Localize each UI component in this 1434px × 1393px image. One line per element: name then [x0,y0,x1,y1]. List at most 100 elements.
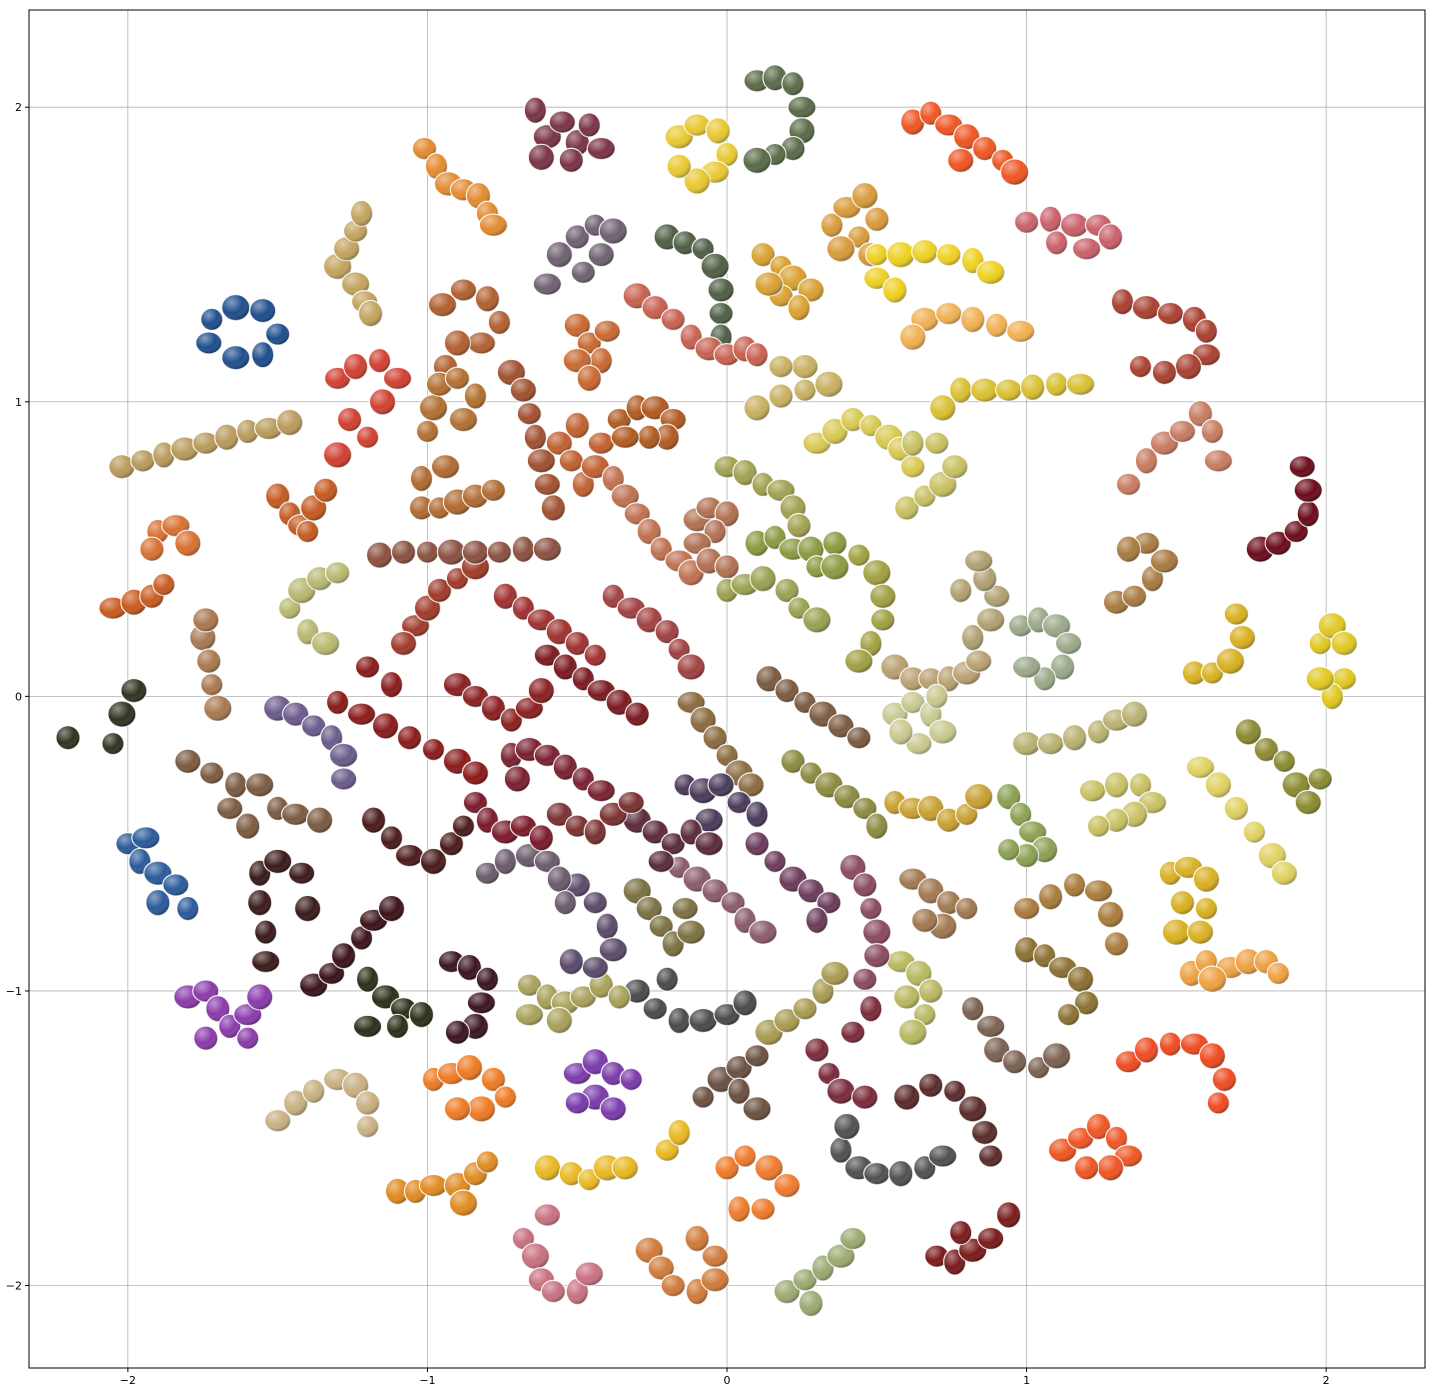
fruit-point-shading [749,565,776,592]
fruit-point-shading [924,432,949,455]
fruit-point-shading [596,913,619,940]
fruit-cluster [880,649,993,693]
fruit-point-shading [793,379,816,402]
fruit-cluster [1178,947,1290,993]
fruit-cluster [949,549,1011,652]
fruit-point-shading [692,1085,715,1108]
fruit-cluster [442,671,555,733]
fruit-point-shading [1045,372,1068,397]
fruit-point-shading [1098,223,1123,250]
fruit-point-shading [928,1144,957,1167]
fruit-point-shading [541,1280,566,1303]
fruit-point-shading [1332,667,1357,690]
fruit-point-shading [353,1015,382,1038]
fruit-point-shading [976,607,1005,632]
fruit-point-shading [409,1001,434,1028]
fruit-point-shading [361,807,386,834]
fruit-point-shading [1132,295,1161,320]
fruit-point-shading [120,678,147,703]
fruit-point-shading [720,891,745,914]
fruit-point-shading [798,1290,823,1317]
fruit-point-shading [366,541,393,568]
fruit-cluster [265,477,339,544]
fruit-point-shading [840,407,865,432]
fruit-cluster [743,353,844,422]
fruit-cluster [514,971,631,1034]
fruit-point-shading [313,478,338,503]
fruit-point-shading [481,1067,506,1092]
fruit-point-shading [515,1003,544,1026]
fruit-point-shading [533,537,562,562]
fruit-point-shading [983,1036,1010,1063]
fruit-point-shading [1115,1050,1142,1073]
x-tick-label: 0 [724,1374,731,1387]
fruit-point-shading [742,1096,771,1121]
fruit-cluster [545,790,645,846]
fruit-point-shading [898,1019,927,1046]
fruit-cluster [804,995,883,1110]
fruit-point-shading [961,996,984,1021]
fruit-point-shading [1084,879,1113,902]
fruit-cluster [437,949,499,1045]
fruit-point-shading [820,961,849,986]
fruit-point-shading [643,997,668,1020]
fruit-point-shading [546,431,573,456]
fruit-point-shading [781,71,804,96]
fruit-point-shading [863,943,890,968]
fruit-point-shading [925,684,948,709]
fruit-point-shading [608,984,631,1009]
fruit-point-shading [1009,802,1032,827]
fruit-point-shading [695,831,724,856]
fruit-point-shading [534,644,561,667]
fruit-point-shading [594,320,621,343]
fruit-point-shading [1243,820,1266,843]
fruit-point-shading [685,1225,710,1252]
fruit-point-shading [1306,666,1335,691]
fruit-point-shading [715,554,739,579]
x-tick-label: 1 [1023,1374,1030,1387]
fruit-point-shading [792,1268,817,1291]
fruit-point-shading [533,272,562,295]
fruit-point-shading [612,1155,639,1180]
fruit-point-shading [420,848,447,875]
fruit-point-shading [584,818,607,845]
fruit-point-shading [1135,447,1158,474]
fruit-point-shading [1195,897,1218,920]
fruit-point-shading [445,1020,470,1045]
y-tick-label: −1 [6,985,22,998]
fruit-point-shading [1074,1155,1099,1180]
fruit-point-shading [565,631,590,656]
fruit-point-shading [1060,213,1089,238]
fruit-cluster [533,643,650,727]
fruit-point-shading [961,624,984,651]
fruit-point-shading [1129,772,1152,797]
fruit-point-shading [901,430,924,457]
fruit-point-shading [964,549,993,572]
fruit-point-shading [918,978,943,1003]
fruit-cluster [881,683,958,756]
fruit-point-shading [214,424,239,451]
fruit-point-shading [476,1150,499,1173]
fruit-point-shading [55,725,80,750]
fruit-cluster [664,113,739,195]
fruit-point-shading [306,807,333,834]
fruit-cluster [839,853,892,991]
fruit-cluster [1011,700,1149,757]
fruit-point-shading [750,1197,775,1220]
fruit-point-shading [283,1089,308,1116]
fruit-points [55,64,1358,1317]
fruit-point-shading [943,1080,966,1103]
fruit-point-shading [1067,966,1094,993]
fruit-point-shading [1212,1067,1237,1092]
fruit-point-shading [534,1203,561,1226]
fruit-point-shading [636,606,663,633]
fruit-point-shading [754,271,783,296]
fruit-point-shading [475,285,500,312]
fruit-point-shading [780,749,805,774]
fruit-point-shading [911,239,938,264]
fruit-point-shading [337,407,362,432]
fruit-point-shading [900,455,925,478]
fruit-point-shading [1187,920,1214,945]
fruit-point-shading [833,784,860,809]
fruit-point-shading [648,850,675,873]
